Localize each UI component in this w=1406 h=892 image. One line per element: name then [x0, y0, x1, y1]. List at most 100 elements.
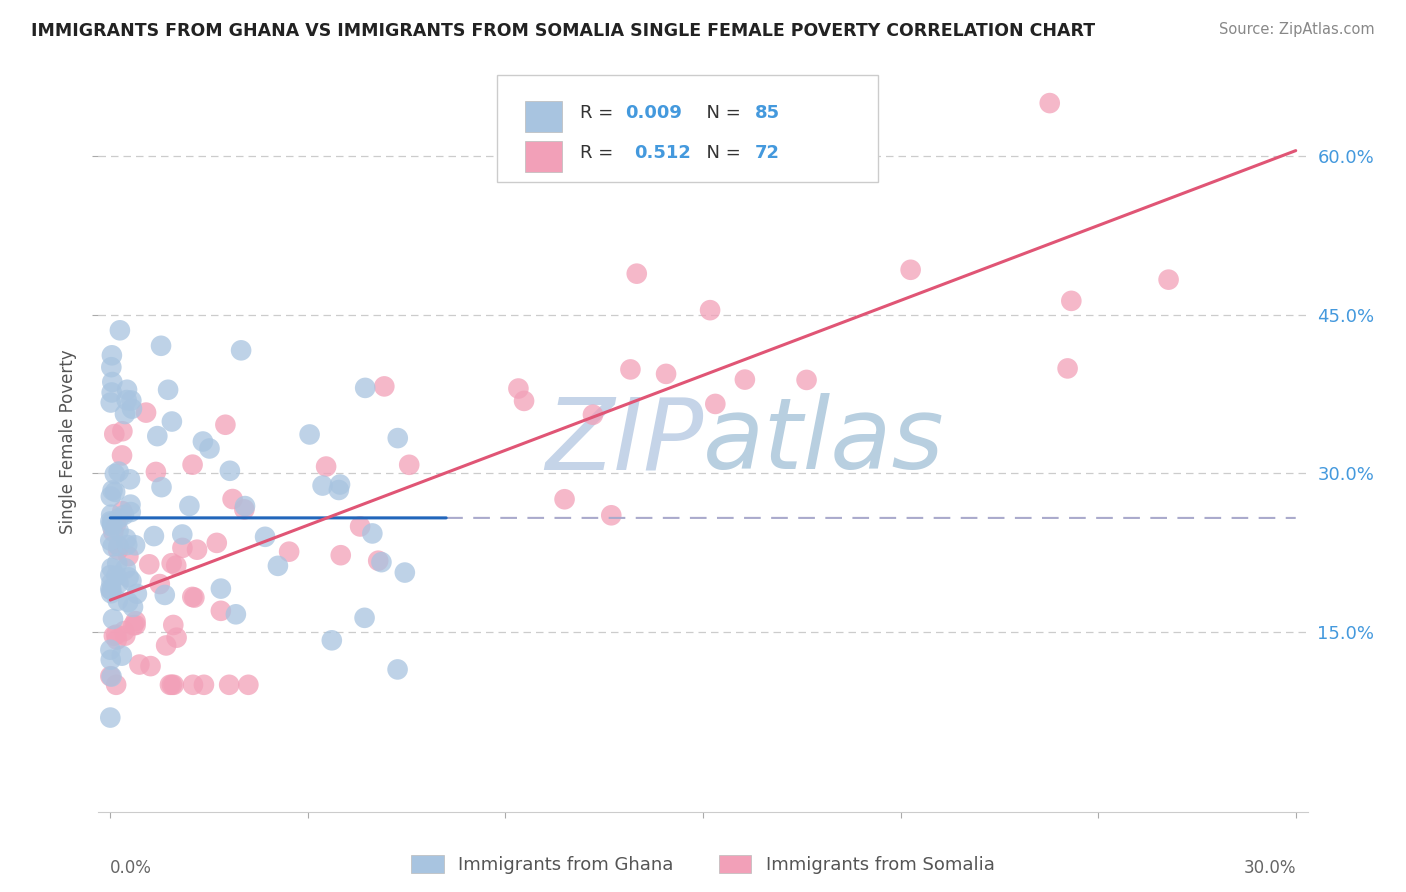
Point [165, 558, 187, 573]
Point [172, 527, 194, 541]
Text: atlas: atlas [703, 393, 945, 490]
Point [104, 467, 127, 481]
Point [98, 710, 121, 724]
Point [121, 401, 143, 416]
Point [181, 458, 204, 472]
Point [1157, 273, 1180, 287]
Point [157, 383, 180, 397]
Point [100, 576, 122, 591]
Point [508, 382, 530, 396]
Point [353, 611, 375, 625]
Point [214, 417, 236, 432]
Point [117, 595, 139, 609]
Point [111, 648, 134, 663]
Point [181, 590, 204, 604]
Point [142, 529, 165, 543]
Point [349, 519, 371, 533]
Point [100, 561, 122, 575]
Text: 0.512: 0.512 [634, 144, 690, 162]
Point [238, 678, 260, 692]
Point [105, 569, 128, 583]
Point [114, 407, 136, 421]
Point [900, 262, 922, 277]
Point [163, 678, 186, 692]
Point [328, 483, 350, 497]
Point [1039, 96, 1062, 111]
Point [114, 629, 136, 643]
Point [655, 367, 678, 381]
Point [138, 558, 160, 572]
Point [734, 373, 756, 387]
Point [361, 526, 384, 541]
Point [125, 587, 148, 601]
Point [554, 492, 576, 507]
Text: 0.009: 0.009 [626, 104, 682, 122]
Point [1060, 293, 1083, 308]
Point [105, 516, 128, 531]
Text: 0.0%: 0.0% [110, 859, 152, 878]
Point [107, 539, 129, 553]
Point [100, 385, 122, 400]
Point [626, 267, 648, 281]
Point [159, 678, 181, 692]
Text: IMMIGRANTS FROM GHANA VS IMMIGRANTS FROM SOMALIA SINGLE FEMALE POVERTY CORRELATI: IMMIGRANTS FROM GHANA VS IMMIGRANTS FROM… [31, 22, 1095, 40]
Point [150, 480, 173, 494]
Point [183, 591, 205, 605]
Point [100, 642, 122, 657]
Text: 30.0%: 30.0% [1243, 859, 1296, 878]
Point [398, 458, 420, 472]
Point [166, 631, 188, 645]
Point [150, 339, 173, 353]
Point [105, 557, 128, 571]
Point [103, 524, 125, 539]
Point [104, 484, 127, 499]
Point [107, 594, 129, 608]
Point [107, 465, 129, 479]
Point [278, 544, 301, 558]
Point [100, 586, 122, 600]
Point [112, 508, 135, 522]
Point [111, 424, 134, 438]
Point [619, 362, 641, 376]
Point [267, 558, 290, 573]
Point [373, 379, 395, 393]
Y-axis label: Single Female Poverty: Single Female Poverty [59, 350, 77, 533]
Point [112, 624, 135, 639]
Point [122, 599, 145, 614]
Point [107, 524, 129, 538]
Point [205, 536, 228, 550]
Point [100, 583, 122, 598]
Point [101, 540, 124, 554]
Point [98, 568, 121, 582]
Point [100, 669, 122, 683]
Point [105, 627, 128, 641]
Point [704, 397, 727, 411]
Point [107, 511, 129, 525]
Point [124, 538, 146, 552]
Point [254, 530, 277, 544]
Point [103, 427, 125, 442]
Point [120, 393, 142, 408]
Point [160, 556, 183, 570]
Point [98, 582, 121, 597]
Text: 72: 72 [755, 144, 780, 162]
Point [198, 442, 221, 456]
Point [160, 678, 183, 692]
Point [209, 604, 232, 618]
Point [162, 618, 184, 632]
Point [229, 343, 252, 358]
Point [101, 375, 124, 389]
Point [600, 508, 623, 523]
Point [98, 533, 121, 548]
Point [191, 434, 214, 449]
Bar [526, 101, 561, 132]
Point [111, 449, 134, 463]
Point [209, 582, 232, 596]
Point [155, 639, 177, 653]
Point [146, 429, 169, 443]
Point [582, 408, 605, 422]
Point [370, 555, 392, 569]
Point [101, 517, 124, 532]
Point [160, 415, 183, 429]
Point [311, 478, 333, 492]
